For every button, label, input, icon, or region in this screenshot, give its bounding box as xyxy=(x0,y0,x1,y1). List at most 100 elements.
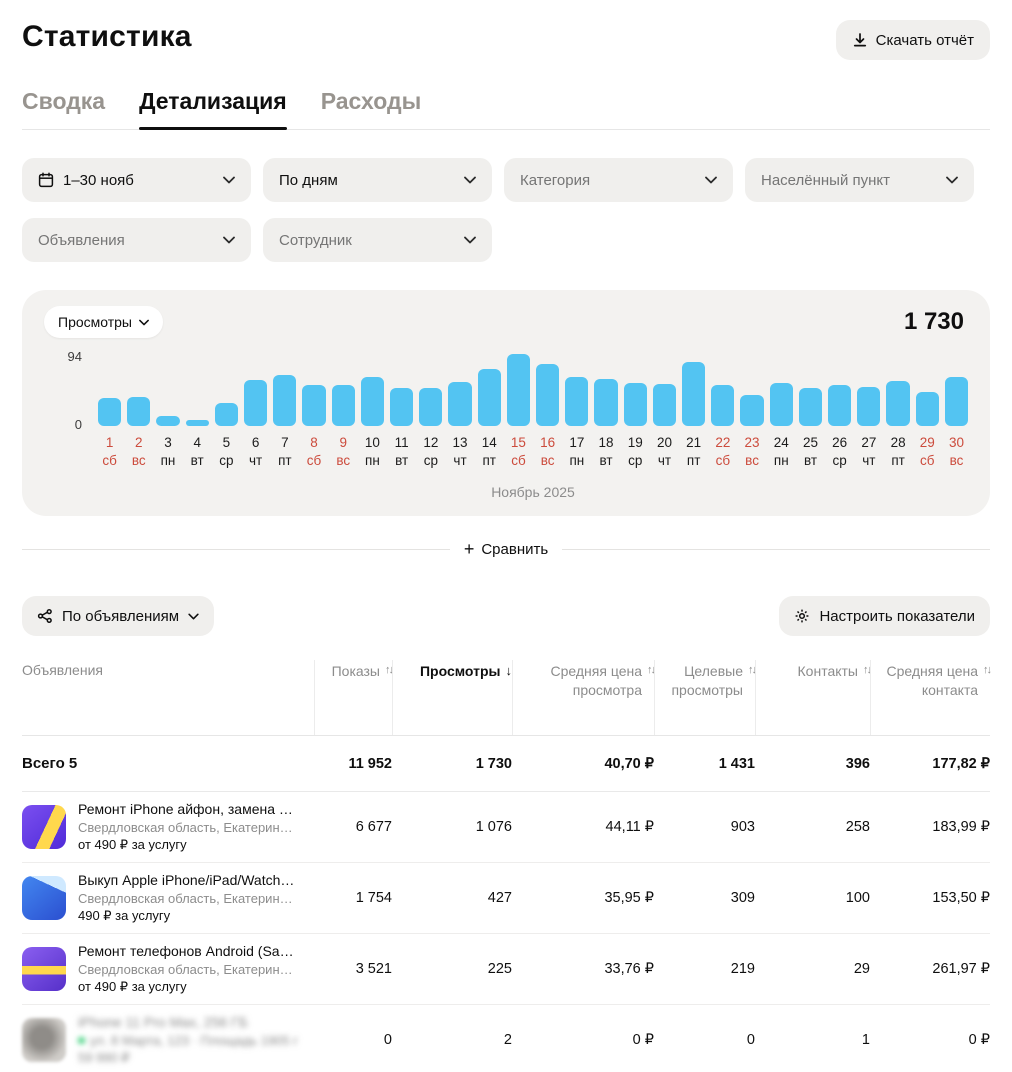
bar-day-13[interactable] xyxy=(448,382,472,426)
bar-day-6[interactable] xyxy=(244,380,268,426)
bar-day-16[interactable] xyxy=(536,364,560,426)
day-number-label: 17 xyxy=(569,435,585,450)
table-header-row: Объявления Показы ↑↓ Просмотры ↓ Средняя цена… xyxy=(22,660,992,736)
filter-location[interactable]: Населённый пункт xyxy=(745,158,974,202)
day-number-label: 16 xyxy=(540,435,556,450)
bar-day-2[interactable] xyxy=(127,397,151,426)
total-value: 1 730 xyxy=(475,755,512,772)
bar-day-11[interactable] xyxy=(390,388,414,426)
metric-value-views: 1 076 xyxy=(475,819,512,835)
filter-employee[interactable]: Сотрудник xyxy=(263,218,492,262)
bar-day-29[interactable] xyxy=(915,392,939,426)
chart-day-18: 18 вт xyxy=(594,354,618,468)
day-number-label: 29 xyxy=(919,435,935,450)
compare-button[interactable]: + Сравнить xyxy=(464,540,548,558)
tab-details[interactable]: Детализация xyxy=(139,88,287,130)
bar-day-8[interactable] xyxy=(302,385,326,426)
weekday-label: пт xyxy=(278,453,292,468)
chevron-down-icon xyxy=(946,176,958,184)
day-number-label: 21 xyxy=(686,435,702,450)
chart-day-13: 13 чт xyxy=(448,354,472,468)
column-header-contacts[interactable]: Контакты ↑↓ xyxy=(755,660,872,735)
filters-row-1: 1–30 нояб По дням Категория Населённый пунк… xyxy=(22,158,990,202)
bar-day-27[interactable] xyxy=(857,387,881,426)
filter-category[interactable]: Категория xyxy=(504,158,733,202)
bar-day-15[interactable] xyxy=(506,354,531,426)
filter-grouping[interactable]: По дням xyxy=(263,158,492,202)
bar-day-25[interactable] xyxy=(798,388,823,426)
bar-day-3[interactable] xyxy=(156,416,180,426)
bar-day-21[interactable] xyxy=(682,362,706,426)
listing-title[interactable]: Ремонт телефонов Android (Sams… xyxy=(78,943,298,959)
day-number-label: 20 xyxy=(656,435,672,450)
listing-title[interactable]: Ремонт iPhone айфон, замена экр… xyxy=(78,801,298,817)
bar-day-9[interactable] xyxy=(331,385,355,426)
metric-value-avg-contact-price: 153,50 ₽ xyxy=(932,890,990,906)
topbar: Статистика Скачать отчёт xyxy=(22,0,990,60)
bar-day-24[interactable] xyxy=(769,383,793,426)
chart-metric-dropdown[interactable]: Просмотры xyxy=(44,306,163,338)
bar-day-7[interactable] xyxy=(273,375,297,426)
group-by-dropdown[interactable]: По объявлениям xyxy=(22,596,215,636)
bar-day-12[interactable] xyxy=(419,388,443,426)
bar-day-22[interactable] xyxy=(711,385,735,426)
listing-thumbnail[interactable] xyxy=(22,1018,66,1062)
listing-thumbnail[interactable] xyxy=(22,805,66,849)
tab-summary[interactable]: Сводка xyxy=(22,88,105,129)
bar-day-14[interactable] xyxy=(477,369,501,426)
filter-label: Населённый пункт xyxy=(761,171,891,189)
day-number-label: 28 xyxy=(890,435,906,450)
listing-info: iPhone 11 Pro Max, 256 ГБ ул. 8 Марта, 12… xyxy=(78,1014,298,1066)
weekday-label: вс xyxy=(745,453,759,468)
bar-day-30[interactable] xyxy=(944,377,969,426)
chart-day-10: 10 пн xyxy=(360,354,385,468)
day-number-label: 1 xyxy=(105,435,114,450)
bar-day-19[interactable] xyxy=(623,383,647,426)
bar-day-18[interactable] xyxy=(594,379,618,426)
bar-day-5[interactable] xyxy=(214,403,239,426)
configure-metrics-button[interactable]: Настроить показатели xyxy=(779,596,990,636)
sort-icon: ↑↓ xyxy=(748,664,757,676)
total-value: 40,70 ₽ xyxy=(604,755,654,772)
weekday-label: сб xyxy=(920,453,935,468)
listing-thumbnail[interactable] xyxy=(22,947,66,991)
bar-day-17[interactable] xyxy=(565,377,589,426)
listing-thumbnail[interactable] xyxy=(22,876,66,920)
bar-day-1[interactable] xyxy=(98,398,122,426)
day-number-label: 2 xyxy=(135,435,143,450)
filter-listings[interactable]: Объявления xyxy=(22,218,251,262)
day-number-label: 12 xyxy=(423,435,439,450)
bar-day-4[interactable] xyxy=(185,420,209,426)
bar-day-10[interactable] xyxy=(360,377,385,426)
table-total-row: Всего 5 11 952 1 730 40,70 ₽ 1 431 396 177,82 … xyxy=(22,736,990,792)
day-number-label: 23 xyxy=(744,435,760,450)
metric-value-avg-view-price: 33,76 ₽ xyxy=(604,961,654,977)
column-header-avg-view-price[interactable]: Средняя цена просмотра ↑↓ xyxy=(512,660,656,735)
download-report-button[interactable]: Скачать отчёт xyxy=(835,20,990,60)
weekday-label: пн xyxy=(160,453,176,468)
listing-title[interactable]: Выкуп Apple iPhone/iPad/Watch/A… xyxy=(78,872,298,888)
column-header-target-views[interactable]: Целевые просмотры ↑↓ xyxy=(654,660,757,735)
chart-day-23: 23 вс xyxy=(740,354,764,468)
column-header-impressions[interactable]: Показы ↑↓ xyxy=(314,660,394,735)
filters-row-2: Объявления Сотрудник xyxy=(22,218,990,262)
bar-day-26[interactable] xyxy=(828,385,852,426)
weekday-label: вс xyxy=(949,453,964,468)
tab-expenses[interactable]: Расходы xyxy=(321,88,422,129)
chart-day-14: 14 пт xyxy=(477,354,501,468)
day-number-label: 7 xyxy=(281,435,289,450)
column-header-views[interactable]: Просмотры ↓ xyxy=(392,660,512,735)
chevron-down-icon xyxy=(223,236,235,244)
metric-value-avg-contact-price: 261,97 ₽ xyxy=(932,961,990,977)
column-header-avg-contact-price[interactable]: Средняя цена контакта ↑↓ xyxy=(870,660,992,735)
filter-date-range[interactable]: 1–30 нояб xyxy=(22,158,251,202)
chart-day-27: 27 чт xyxy=(857,354,881,468)
listing-location: Свердловская область, Екатерин… xyxy=(78,890,293,906)
filter-label: Категория xyxy=(520,171,591,189)
bar-day-23[interactable] xyxy=(740,395,764,426)
chart-day-6: 6 чт xyxy=(244,354,268,468)
bar-day-28[interactable] xyxy=(886,381,910,426)
bar-day-20[interactable] xyxy=(652,384,677,426)
y-axis-max-label: 94 xyxy=(67,349,82,364)
listing-title[interactable]: iPhone 11 Pro Max, 256 ГБ xyxy=(78,1014,248,1030)
